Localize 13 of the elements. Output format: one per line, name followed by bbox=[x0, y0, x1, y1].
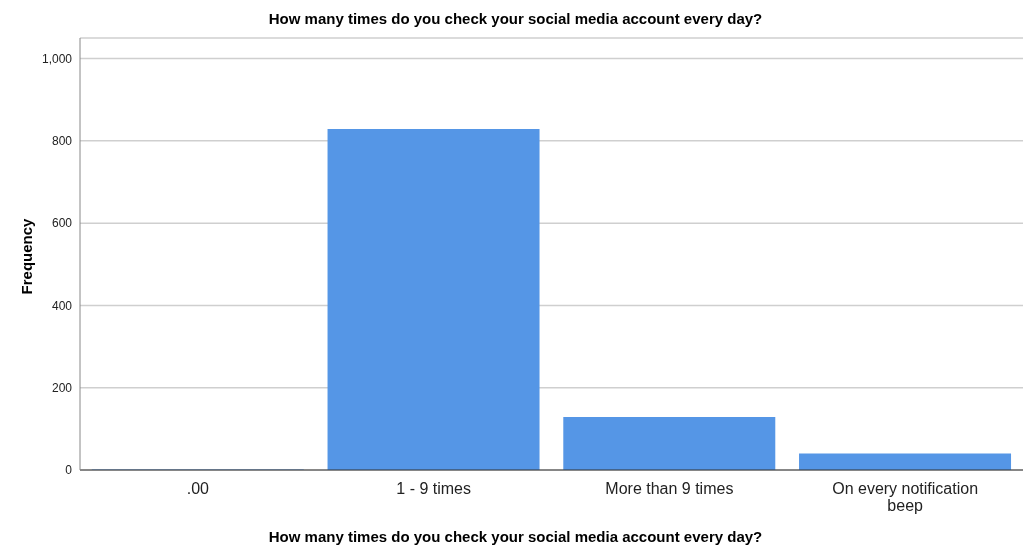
x-axis-title: How many times do you check your social media account every day? bbox=[267, 528, 764, 545]
y-tick-label: 600 bbox=[51, 216, 73, 231]
x-tick-label: 1 - 9 times bbox=[396, 480, 471, 497]
chart-title: How many times do you check your social media account every day? bbox=[267, 10, 764, 27]
y-tick-label: 200 bbox=[51, 380, 73, 395]
y-tick-label: 400 bbox=[51, 298, 73, 313]
y-tick-label: 1,000 bbox=[41, 51, 73, 66]
y-axis-title: Frequency bbox=[17, 217, 35, 297]
y-tick-label: 800 bbox=[51, 134, 73, 149]
y-tick-label: 0 bbox=[65, 463, 73, 478]
x-tick-label: .00 bbox=[186, 480, 210, 497]
x-tick-label: More than 9 times bbox=[605, 480, 734, 497]
x-tick-label: On every notification beep bbox=[832, 480, 979, 514]
